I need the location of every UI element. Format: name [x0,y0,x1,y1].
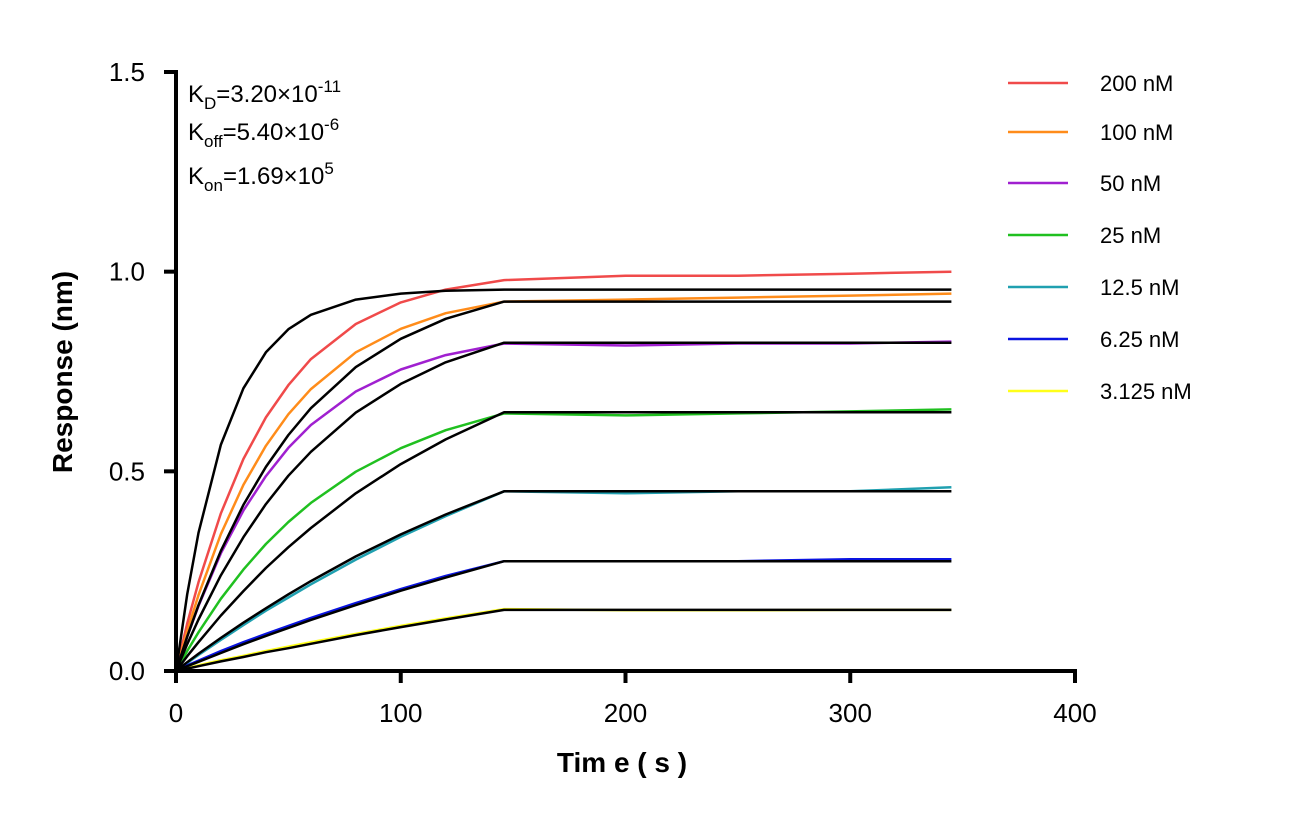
y-axis-label: Response (nm) [47,271,78,473]
fit-line-3_125-nm [175,608,952,673]
legend-label: 50 nM [1100,171,1161,196]
y-tick-label: 0.0 [109,656,145,686]
legend-label: 200 nM [1100,71,1173,96]
koff-annotation: Koff=5.40×10-6 [188,115,339,151]
data-line-3_125-nm [175,607,952,673]
data-line-12_5-nm [175,486,952,673]
kon-annotation: Kon=1.69×105 [188,159,334,195]
y-tick-label: 0.5 [109,456,145,486]
legend-item: 3.125 nM [1008,379,1192,404]
x-tick-label: 400 [1053,698,1096,728]
legend-item: 100 nM [1008,120,1173,145]
fit-line-50-nm [174,341,952,672]
legend-item: 50 nM [1008,171,1161,196]
legend-label: 6.25 nM [1100,327,1180,352]
fit-line-25-nm [175,410,952,672]
x-tick-label: 100 [379,698,422,728]
data-line-200-nm [174,270,952,672]
x-axis-label: Tim e ( s ) [557,747,687,778]
data-line-50-nm [174,340,952,672]
legend-item: 12.5 nM [1008,275,1180,300]
legend-label: 100 nM [1100,120,1173,145]
legend-item: 6.25 nM [1008,327,1180,352]
data-line-100-nm [174,292,952,672]
series-layer [174,270,952,673]
legend-label: 3.125 nM [1100,379,1192,404]
kinetic-constants-annotation: KD=3.20×10-11 Koff=5.40×10-6 Kon=1.69×10… [188,77,341,195]
y-tick-label: 1.0 [109,257,145,287]
fit-line-12_5-nm [175,490,952,672]
kd-annotation: KD=3.20×10-11 [188,77,341,113]
data-line-25-nm [174,408,952,672]
fit-line-200-nm [174,288,952,672]
fit-line-6_25-nm [175,559,952,673]
legend: 200 nM 100 nM 50 nM 25 nM 12.5 nM 6.25 nM 3.12… [1008,71,1192,404]
fit-line-100-nm [174,300,952,672]
legend-item: 25 nM [1008,223,1161,248]
legend-label: 12.5 nM [1100,275,1180,300]
x-tick-label: 200 [604,698,647,728]
x-tick-label: 0 [169,698,183,728]
x-tick-label: 300 [829,698,872,728]
ticks: 0 100 200 300 400 0.0 0.5 1.0 1.5 [109,57,1097,728]
legend-item: 200 nM [1008,71,1173,96]
y-tick-label: 1.5 [109,57,145,87]
legend-label: 25 nM [1100,223,1161,248]
data-line-6_25-nm [175,557,952,673]
